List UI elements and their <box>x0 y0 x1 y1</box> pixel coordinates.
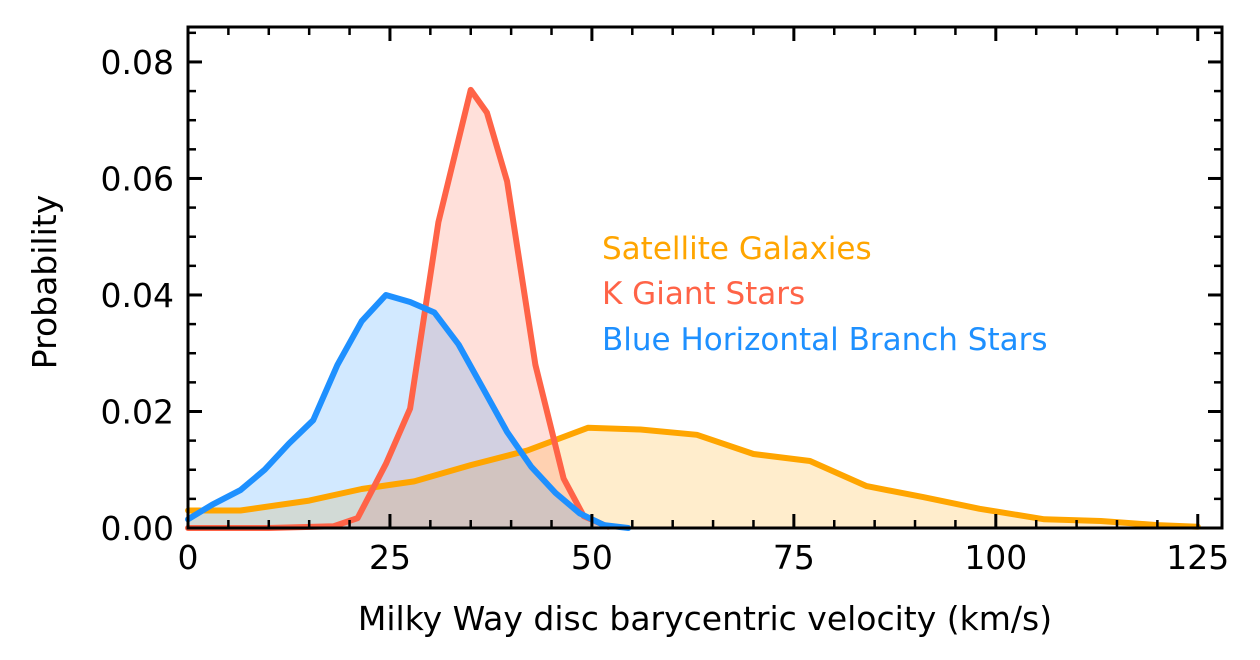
y-axis-label: Probability <box>25 195 64 369</box>
x-tick-label: 50 <box>571 538 613 577</box>
y-tick-label: 0.08 <box>101 43 174 82</box>
x-tick-label: 75 <box>773 538 815 577</box>
plot-frame <box>186 25 1224 530</box>
y-tick-label: 0.06 <box>101 159 174 198</box>
x-tick-label: 125 <box>1166 538 1229 577</box>
y-tick-label: 0.02 <box>101 392 174 431</box>
axis-tick-labels: 0 25 50 75 100 125 0.00 0.02 0.04 0.06 0.08 <box>101 43 1230 577</box>
y-tick-label: 0.00 <box>101 509 174 548</box>
x-tick-label: 0 <box>178 538 199 577</box>
legend-label-blue-horizontal-branch-stars: Blue Horizontal Branch Stars <box>602 322 1048 358</box>
legend: Satellite Galaxies K Giant Stars Blue Ho… <box>602 231 1048 358</box>
x-tick-label: 100 <box>964 538 1027 577</box>
legend-label-k-giant-stars: K Giant Stars <box>602 276 805 312</box>
x-axis-label: Milky Way disc barycentric velocity (km/… <box>358 599 1052 638</box>
line-blue-horizontal-branch-stars <box>185 292 632 531</box>
legend-label-satellite-galaxies: Satellite Galaxies <box>602 231 872 267</box>
y-tick-label: 0.04 <box>101 276 174 315</box>
x-tick-label: 25 <box>369 538 411 577</box>
series-lines <box>185 86 1201 531</box>
line-k-giant-stars <box>185 86 612 531</box>
line-satellite-galaxies <box>185 424 1201 530</box>
